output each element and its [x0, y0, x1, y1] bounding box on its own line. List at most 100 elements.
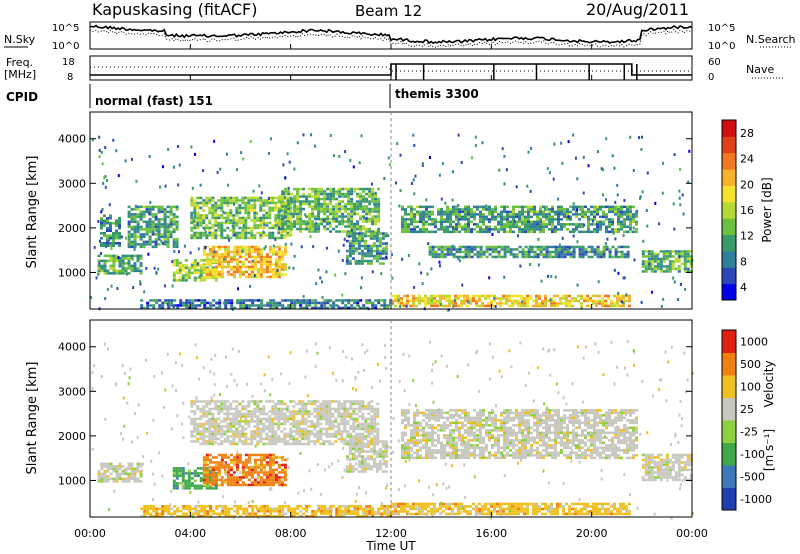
echo-cell — [620, 208, 623, 211]
echo-cell — [241, 412, 245, 416]
echo-cell — [493, 294, 496, 298]
echo-cell — [247, 214, 251, 217]
echo-cell — [491, 248, 495, 251]
echo-cell — [527, 250, 531, 254]
echo-cell — [202, 271, 206, 275]
echo-cell — [571, 299, 574, 303]
echo-cell — [331, 427, 335, 431]
echo-cell — [91, 138, 94, 142]
echo-cell — [503, 245, 507, 249]
echo-cell — [319, 412, 323, 416]
echo-cell — [469, 299, 472, 303]
echo-cell — [377, 301, 381, 305]
echo-cell — [238, 432, 242, 436]
echo-cell — [345, 440, 349, 443]
echo-cell — [154, 205, 158, 209]
echo-cell — [193, 269, 197, 272]
echo-cell — [190, 484, 194, 488]
echo-cell — [353, 207, 357, 211]
echo-cell — [362, 227, 366, 231]
echo-cell — [343, 415, 347, 418]
echo-cell — [506, 245, 510, 249]
echo-cell — [193, 402, 197, 406]
echo-cell — [457, 133, 460, 137]
echo-cell — [193, 221, 197, 225]
echo-cell — [317, 301, 321, 305]
echo-cell — [326, 187, 330, 191]
echo-cell — [563, 245, 567, 249]
echo-cell — [589, 304, 592, 308]
echo-cell — [352, 400, 356, 403]
echo-cell — [262, 473, 266, 477]
echo-cell — [434, 250, 438, 254]
echo-cell — [227, 183, 230, 187]
echo-cell — [541, 302, 544, 305]
echo-cell — [376, 410, 380, 413]
echo-cell — [97, 470, 101, 473]
echo-cell — [247, 201, 251, 205]
echo-cell — [611, 255, 615, 259]
echo-cell — [265, 258, 269, 261]
echo-cell — [244, 231, 248, 235]
echo-cell — [308, 301, 312, 305]
echo-cell — [506, 210, 509, 214]
echo-cell — [589, 297, 592, 300]
echo-cell — [211, 204, 215, 207]
echo-cell — [166, 230, 170, 234]
echo-cell — [530, 205, 533, 209]
echo-cell — [438, 260, 441, 264]
echo-cell — [175, 228, 179, 231]
echo-cell — [262, 268, 266, 271]
echo-cell — [317, 195, 321, 198]
echo-cell — [232, 440, 236, 443]
echo-cell — [238, 415, 242, 418]
echo-cell — [623, 213, 626, 216]
echo-cell — [208, 425, 212, 428]
colorbar-swatch — [722, 169, 736, 186]
echo-cell — [253, 206, 257, 210]
echo-cell — [506, 215, 509, 219]
echo-cell — [641, 270, 645, 273]
echo-cell — [650, 262, 654, 266]
echo-cell — [430, 302, 433, 305]
echo-cell — [112, 467, 116, 471]
echo-cell — [375, 244, 379, 248]
echo-cell — [247, 265, 251, 269]
echo-cell — [434, 245, 438, 249]
echo-cell — [256, 453, 260, 457]
echo-cell — [668, 260, 672, 263]
echo-cell — [316, 417, 320, 421]
echo-cell — [205, 275, 209, 279]
echo-cell — [500, 218, 503, 221]
echo-cell — [317, 268, 320, 272]
echo-cell — [139, 238, 143, 241]
echo-cell — [524, 245, 528, 249]
echo-cell — [343, 407, 347, 411]
echo-cell — [157, 238, 161, 241]
echo-cell — [202, 461, 206, 464]
echo-cell — [309, 235, 312, 239]
echo-cell — [502, 294, 505, 298]
echo-cell — [641, 265, 645, 268]
echo-cell — [354, 237, 358, 240]
echo-cell — [226, 440, 230, 443]
echo-cell — [360, 276, 363, 280]
echo-cell — [293, 205, 297, 208]
echo-cell — [199, 425, 203, 428]
echo-cell — [377, 210, 381, 213]
echo-cell — [274, 402, 278, 406]
echo-cell — [473, 245, 477, 249]
echo-cell — [314, 187, 318, 191]
echo-cell — [97, 254, 101, 258]
echo-cell — [217, 471, 221, 474]
echo-cell — [545, 223, 548, 226]
echo-cell — [317, 306, 321, 310]
echo-cell — [253, 402, 257, 406]
echo-cell — [328, 432, 332, 436]
echo-cell — [148, 205, 152, 209]
echo-cell — [359, 187, 363, 191]
echo-cell — [229, 258, 233, 261]
echo-cell — [372, 232, 376, 235]
echo-cell — [241, 476, 245, 479]
echo-cell — [250, 442, 254, 446]
